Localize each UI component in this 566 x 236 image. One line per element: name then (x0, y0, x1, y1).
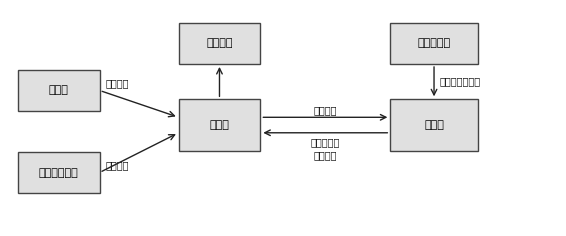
FancyBboxPatch shape (178, 99, 260, 151)
Text: 平移速度和
旋转数据: 平移速度和 旋转数据 (311, 138, 340, 160)
Text: 姿态信息: 姿态信息 (105, 160, 128, 170)
Text: 位置信息: 位置信息 (105, 78, 128, 88)
Text: 执行单元: 执行单元 (206, 38, 233, 49)
FancyBboxPatch shape (18, 152, 100, 193)
Text: 激光测距仳: 激光测距仳 (418, 38, 451, 49)
FancyBboxPatch shape (391, 23, 478, 64)
Text: 位姿信息: 位姿信息 (314, 105, 337, 115)
Text: 编码器: 编码器 (49, 85, 68, 95)
Text: 惯性测量单元: 惯性测量单元 (38, 168, 79, 177)
FancyBboxPatch shape (391, 99, 478, 151)
FancyBboxPatch shape (178, 23, 260, 64)
Text: 上位机: 上位机 (424, 120, 444, 130)
Text: 障碍物点云信息: 障碍物点云信息 (440, 77, 481, 87)
FancyBboxPatch shape (18, 70, 100, 111)
Text: 控制器: 控制器 (209, 120, 229, 130)
